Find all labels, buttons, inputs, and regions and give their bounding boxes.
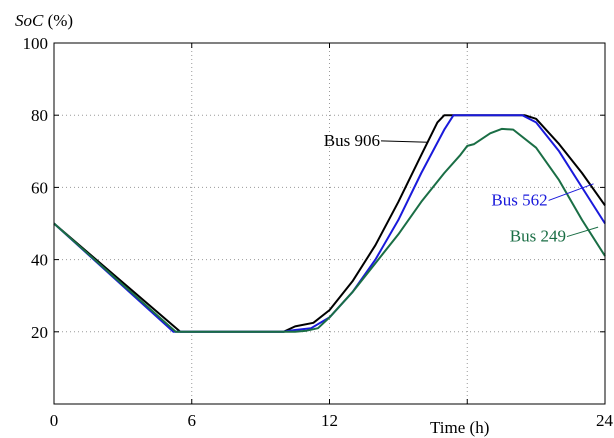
y-axis-label: SoC (%) [15,11,73,30]
series-label-bus-562: Bus 562 [491,190,547,209]
axis-ticks: 20 40 60 80 100 0 6 12 24 [23,34,614,430]
y-tick-label: 100 [23,34,49,53]
series-label-bus-906: Bus 906 [324,131,380,150]
x-axis-label: Time (h) [430,418,489,437]
gridlines [54,43,605,404]
x-tick-label: 12 [321,411,338,430]
x-tick-label: 24 [596,411,614,430]
label-leader-line [548,183,594,201]
series-line-bus-249 [53,127,606,333]
label-leader-line [566,226,599,238]
x-tick-label: 0 [50,411,59,430]
y-tick-label: 80 [31,106,48,125]
x-tick-label: 6 [188,411,197,430]
series-line-bus-562 [53,114,606,333]
series-line-bus-906 [53,114,606,333]
series-lines [53,114,606,333]
y-tick-label: 60 [31,178,48,197]
y-tick-label: 40 [31,251,48,270]
y-tick-label: 20 [31,323,48,342]
series-labels: Bus 906 Bus 562 Bus 249 [324,131,599,246]
series-label-bus-249: Bus 249 [510,227,566,246]
label-leader-line [380,140,429,143]
